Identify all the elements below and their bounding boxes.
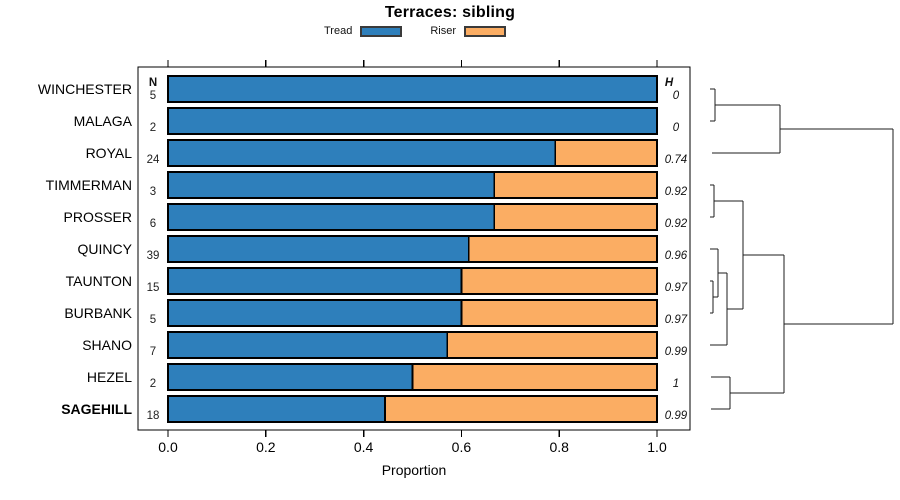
row-n-value: 5 (150, 90, 156, 102)
bar-segment-riser (460, 299, 658, 327)
bar-segment-tread (167, 299, 463, 327)
bar-segment-tread (167, 235, 470, 263)
legend-label-tread: Tread (324, 25, 353, 37)
row-label: MALAGA (74, 113, 133, 129)
bar-segment-riser (493, 203, 658, 231)
row-n-value: 24 (147, 154, 160, 166)
bar-segment-tread (167, 363, 414, 391)
row-label: HEZEL (87, 369, 132, 385)
row-n-value: 18 (147, 410, 160, 422)
bar-segment-tread (167, 203, 496, 231)
row-label: PROSSER (64, 209, 132, 225)
bar-segment-riser (446, 331, 658, 359)
bar-segment-riser (460, 267, 658, 295)
row-n-value: 15 (147, 282, 160, 294)
legend-label-riser: Riser (430, 25, 456, 37)
bar-segment-tread (167, 171, 496, 199)
bar-segment-riser (493, 171, 658, 199)
legend-swatch-riser-icon (464, 25, 506, 37)
bar-segment-tread (167, 395, 387, 423)
row-h-value: 0.97 (665, 314, 688, 326)
legend-item-tread: Tread (324, 25, 403, 37)
bar-segment-riser (411, 363, 658, 391)
bar-segment-tread (167, 331, 449, 359)
legend: Tread Riser (0, 25, 830, 37)
bar-segment-tread (167, 267, 463, 295)
row-h-value: 0.96 (665, 250, 688, 262)
row-h-value: 0.99 (665, 346, 688, 358)
row-label: BURBANK (64, 305, 132, 321)
row-label: TIMMERMAN (46, 177, 132, 193)
row-label: SHANO (82, 337, 132, 353)
bar-segment-riser (554, 139, 658, 167)
h-column-header: H (665, 77, 674, 89)
x-axis-tick-label: 1.0 (647, 439, 667, 455)
row-h-value: 0.92 (665, 218, 688, 230)
n-column-header: N (149, 77, 157, 89)
bar-segment-tread (167, 107, 658, 135)
row-n-value: 2 (150, 122, 156, 134)
row-n-value: 3 (150, 186, 156, 198)
bar-segment-riser (467, 235, 658, 263)
row-h-value: 0.99 (665, 410, 688, 422)
row-label: SAGEHILL (61, 401, 132, 417)
row-n-value: 39 (147, 250, 160, 262)
row-h-value: 0 (673, 90, 680, 102)
bar-segment-tread (167, 139, 557, 167)
row-n-value: 7 (150, 346, 156, 358)
plot-frame (137, 66, 691, 431)
row-h-value: 0.97 (665, 282, 688, 294)
row-label: TAUNTON (66, 273, 132, 289)
bar-segment-riser (384, 395, 658, 423)
chart-title: Terraces: sibling (384, 4, 516, 21)
row-label: WINCHESTER (38, 81, 132, 97)
row-label: QUINCY (78, 241, 133, 257)
x-axis-tick-label: 0.6 (452, 439, 472, 455)
row-n-value: 2 (150, 378, 156, 390)
x-axis-tick-label: 0.4 (354, 439, 374, 455)
x-axis-tick-label: 0.2 (256, 439, 276, 455)
x-axis-tick-label: 0.8 (549, 439, 569, 455)
row-h-value: 0.74 (665, 154, 687, 166)
x-axis-tick-label: 0.0 (158, 439, 178, 455)
row-n-value: 6 (150, 218, 156, 230)
row-h-value: 0 (673, 122, 680, 134)
legend-item-riser: Riser (430, 25, 506, 37)
x-axis-title: Proportion (381, 462, 447, 478)
row-n-value: 5 (150, 314, 156, 326)
row-h-value: 1 (673, 378, 679, 390)
row-label: ROYAL (86, 145, 133, 161)
legend-swatch-tread-icon (360, 25, 403, 37)
row-h-value: 0.92 (665, 186, 688, 198)
bar-segment-tread (167, 75, 658, 103)
